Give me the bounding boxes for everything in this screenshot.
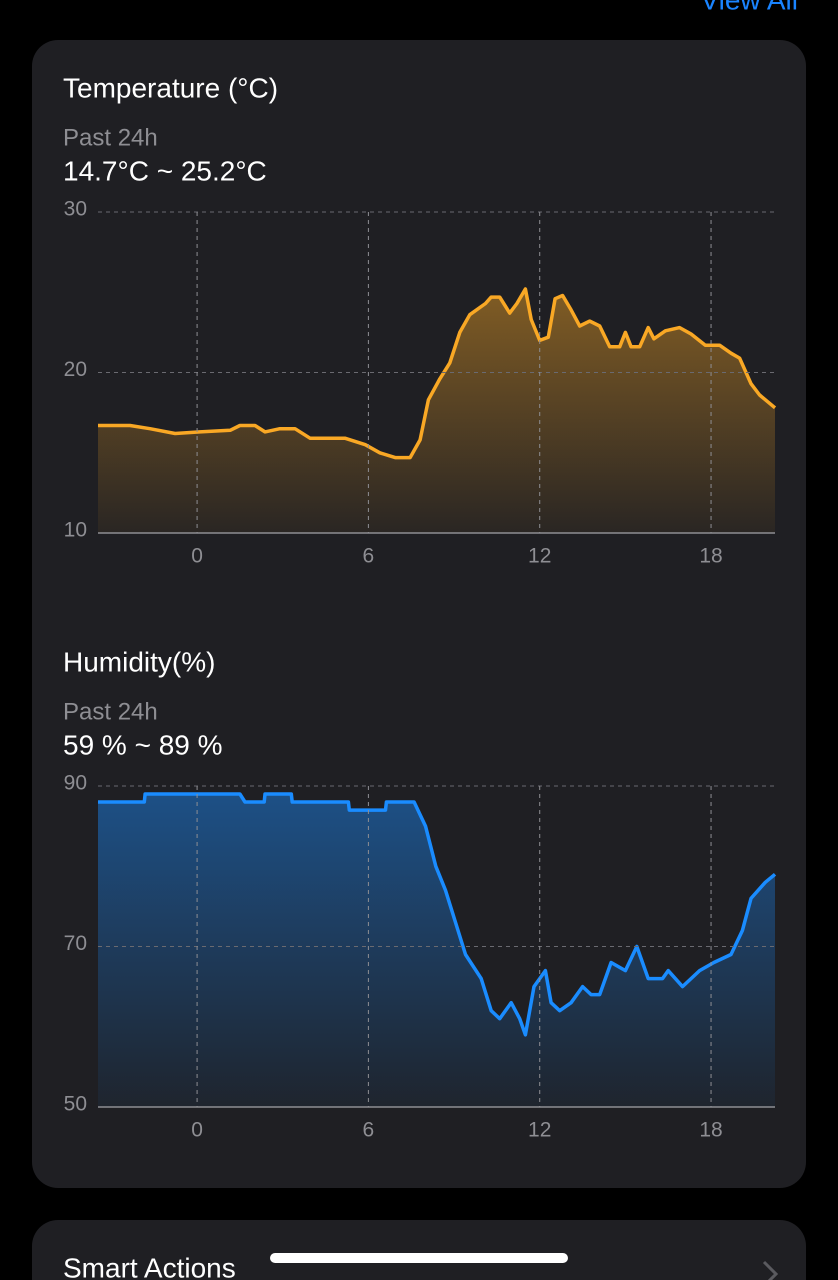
chart-subtitle: Past 24h xyxy=(63,698,158,725)
x-tick-label: 18 xyxy=(699,545,722,568)
view-all-link[interactable]: View All xyxy=(700,0,798,15)
chevron xyxy=(762,1260,779,1280)
area-fill xyxy=(98,794,775,1107)
y-tick-label: 10 xyxy=(64,519,87,542)
x-tick-label: 12 xyxy=(528,1119,551,1142)
chart-subtitle: Past 24h xyxy=(63,124,158,151)
line xyxy=(98,792,777,1037)
y-tick-label: 20 xyxy=(64,358,87,381)
y-tick-label: 30 xyxy=(64,198,87,221)
smart-actions-title: Smart Actions xyxy=(63,1252,236,1280)
home-indicator xyxy=(270,1253,568,1263)
y-tick-label: 90 xyxy=(64,772,87,795)
y-tick-label: 70 xyxy=(64,932,87,955)
x-tick-label: 6 xyxy=(363,545,375,568)
chart-title: Humidity(%) xyxy=(63,646,215,677)
x-tick-label: 6 xyxy=(363,1119,375,1142)
smart-actions-card[interactable] xyxy=(32,1220,806,1280)
line xyxy=(98,287,777,460)
x-tick-label: 0 xyxy=(191,545,203,568)
x-tick-label: 12 xyxy=(528,545,551,568)
range-text: 14.7°C ~ 25.2°C xyxy=(63,155,267,186)
y-tick-label: 50 xyxy=(64,1093,87,1116)
x-tick-label: 18 xyxy=(699,1119,722,1142)
chart-title: Temperature (°C) xyxy=(63,72,278,103)
area-fill xyxy=(98,289,775,533)
range-text: 59 % ~ 89 % xyxy=(63,729,223,760)
x-tick-label: 0 xyxy=(191,1119,203,1142)
